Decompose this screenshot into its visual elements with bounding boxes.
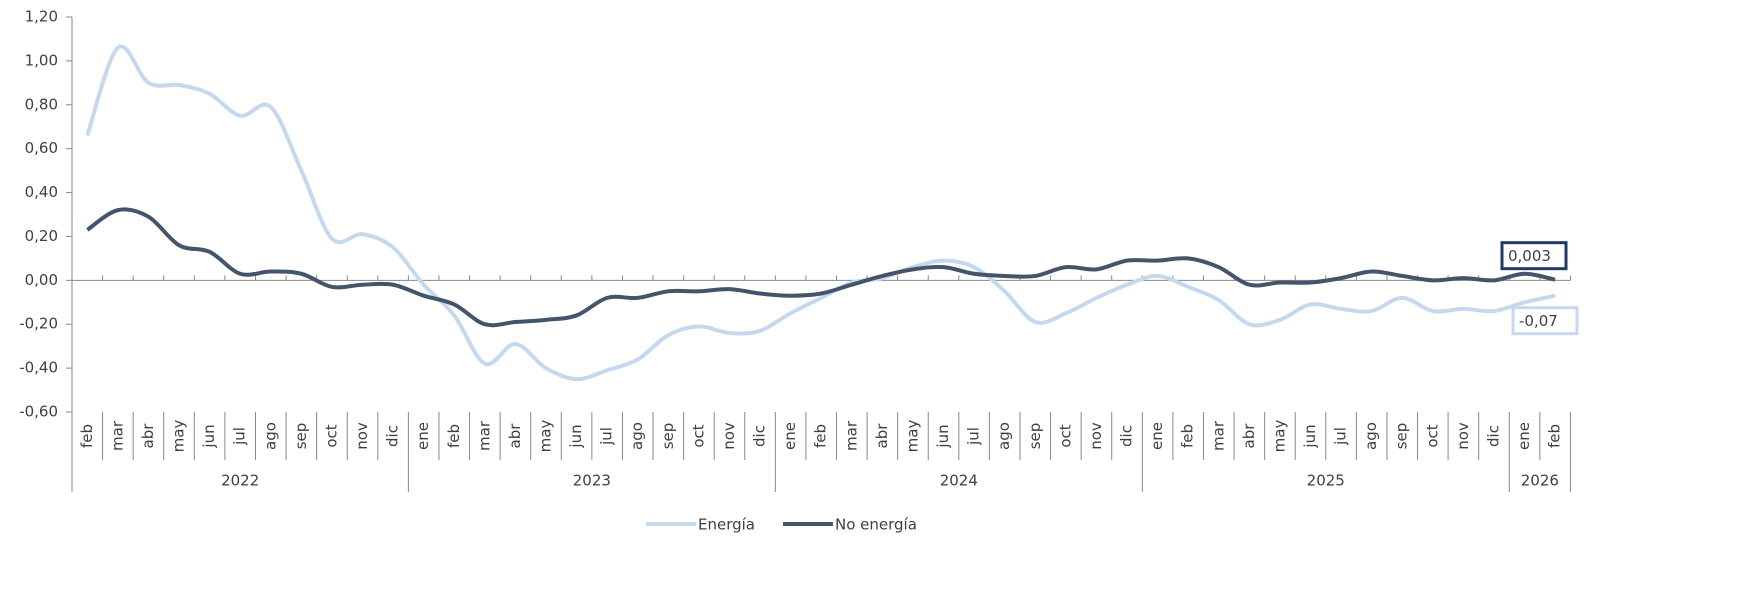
y-tick-label: 0,00 xyxy=(25,271,58,289)
y-tick-label: 0,60 xyxy=(25,139,58,157)
x-tick-label: jun xyxy=(1301,424,1319,448)
x-tick-label: may xyxy=(170,420,188,453)
x-tick-label: mar xyxy=(475,420,493,451)
x-tick-label: feb xyxy=(1179,424,1197,448)
x-tick-label: oct xyxy=(322,424,340,447)
year-label: 2024 xyxy=(940,472,978,490)
year-label: 2023 xyxy=(573,472,611,490)
x-tick-label: ene xyxy=(1515,422,1533,450)
x-tick-label: feb xyxy=(78,424,96,448)
series-line xyxy=(85,44,1556,382)
x-tick-label: nov xyxy=(720,422,738,450)
x-tick-label: oct xyxy=(1423,424,1441,447)
x-tick-label: abr xyxy=(506,423,524,449)
y-tick-label: -0,40 xyxy=(19,359,58,377)
x-tick-label: abr xyxy=(139,423,157,449)
x-tick-label: ago xyxy=(628,422,646,450)
y-tick-label: 1,00 xyxy=(25,51,58,69)
x-tick-label: sep xyxy=(1393,423,1411,450)
x-tick-label: abr xyxy=(873,423,891,449)
y-tick-label: 0,80 xyxy=(25,95,58,113)
x-tick-label: nov xyxy=(353,422,371,450)
x-tick-label: may xyxy=(903,420,921,453)
y-tick-label: 0,20 xyxy=(25,227,58,245)
x-tick-label: sep xyxy=(659,423,677,450)
x-tick-label: ago xyxy=(261,422,279,450)
x-tick-label: oct xyxy=(1056,424,1074,447)
x-tick-label: nov xyxy=(1087,422,1105,450)
x-tick-label: dic xyxy=(751,425,769,447)
x-tick-label: mar xyxy=(842,420,860,451)
x-tick-label: jun xyxy=(567,424,585,448)
x-tick-label: oct xyxy=(689,424,707,447)
x-tick-label: nov xyxy=(1454,422,1472,450)
value-label-box xyxy=(1511,306,1579,336)
x-tick-label: ene xyxy=(414,422,432,450)
x-tick-label: feb xyxy=(445,424,463,448)
series-line xyxy=(86,207,1556,328)
x-tick-label: mar xyxy=(1209,420,1227,451)
value-label-box xyxy=(1500,241,1568,271)
x-tick-label: dic xyxy=(1484,425,1502,447)
x-tick-label: ene xyxy=(781,422,799,450)
x-tick-label: sep xyxy=(1026,423,1044,450)
x-tick-label: ene xyxy=(1148,422,1166,450)
x-tick-label: dic xyxy=(384,425,402,447)
x-tick-label: jul xyxy=(965,427,983,446)
x-tick-label: feb xyxy=(812,424,830,448)
x-tick-label: jul xyxy=(1332,427,1350,446)
y-tick-label: -0,20 xyxy=(19,315,58,333)
x-tick-label: dic xyxy=(1118,425,1136,447)
legend-label: Energía xyxy=(698,516,755,534)
y-tick-label: -0,60 xyxy=(19,403,58,421)
year-label: 2026 xyxy=(1521,472,1559,490)
x-tick-label: mar xyxy=(108,420,126,451)
x-tick-label: ago xyxy=(1362,422,1380,450)
y-tick-label: 1,20 xyxy=(25,8,58,26)
year-label: 2022 xyxy=(221,472,259,490)
y-tick-label: 0,40 xyxy=(25,183,58,201)
x-tick-label: may xyxy=(536,420,554,453)
legend-label: No energía xyxy=(835,516,917,534)
value-label: 0,003 xyxy=(1508,247,1551,265)
x-tick-label: abr xyxy=(1240,423,1258,449)
x-tick-label: feb xyxy=(1546,424,1564,448)
x-tick-label: may xyxy=(1270,420,1288,453)
x-tick-label: jun xyxy=(200,424,218,448)
x-tick-label: jul xyxy=(598,427,616,446)
x-tick-label: jul xyxy=(231,427,249,446)
x-tick-label: sep xyxy=(292,423,310,450)
x-tick-label: ago xyxy=(995,422,1013,450)
x-tick-label: jun xyxy=(934,424,952,448)
year-label: 2025 xyxy=(1307,472,1345,490)
value-label: -0,07 xyxy=(1519,312,1558,330)
